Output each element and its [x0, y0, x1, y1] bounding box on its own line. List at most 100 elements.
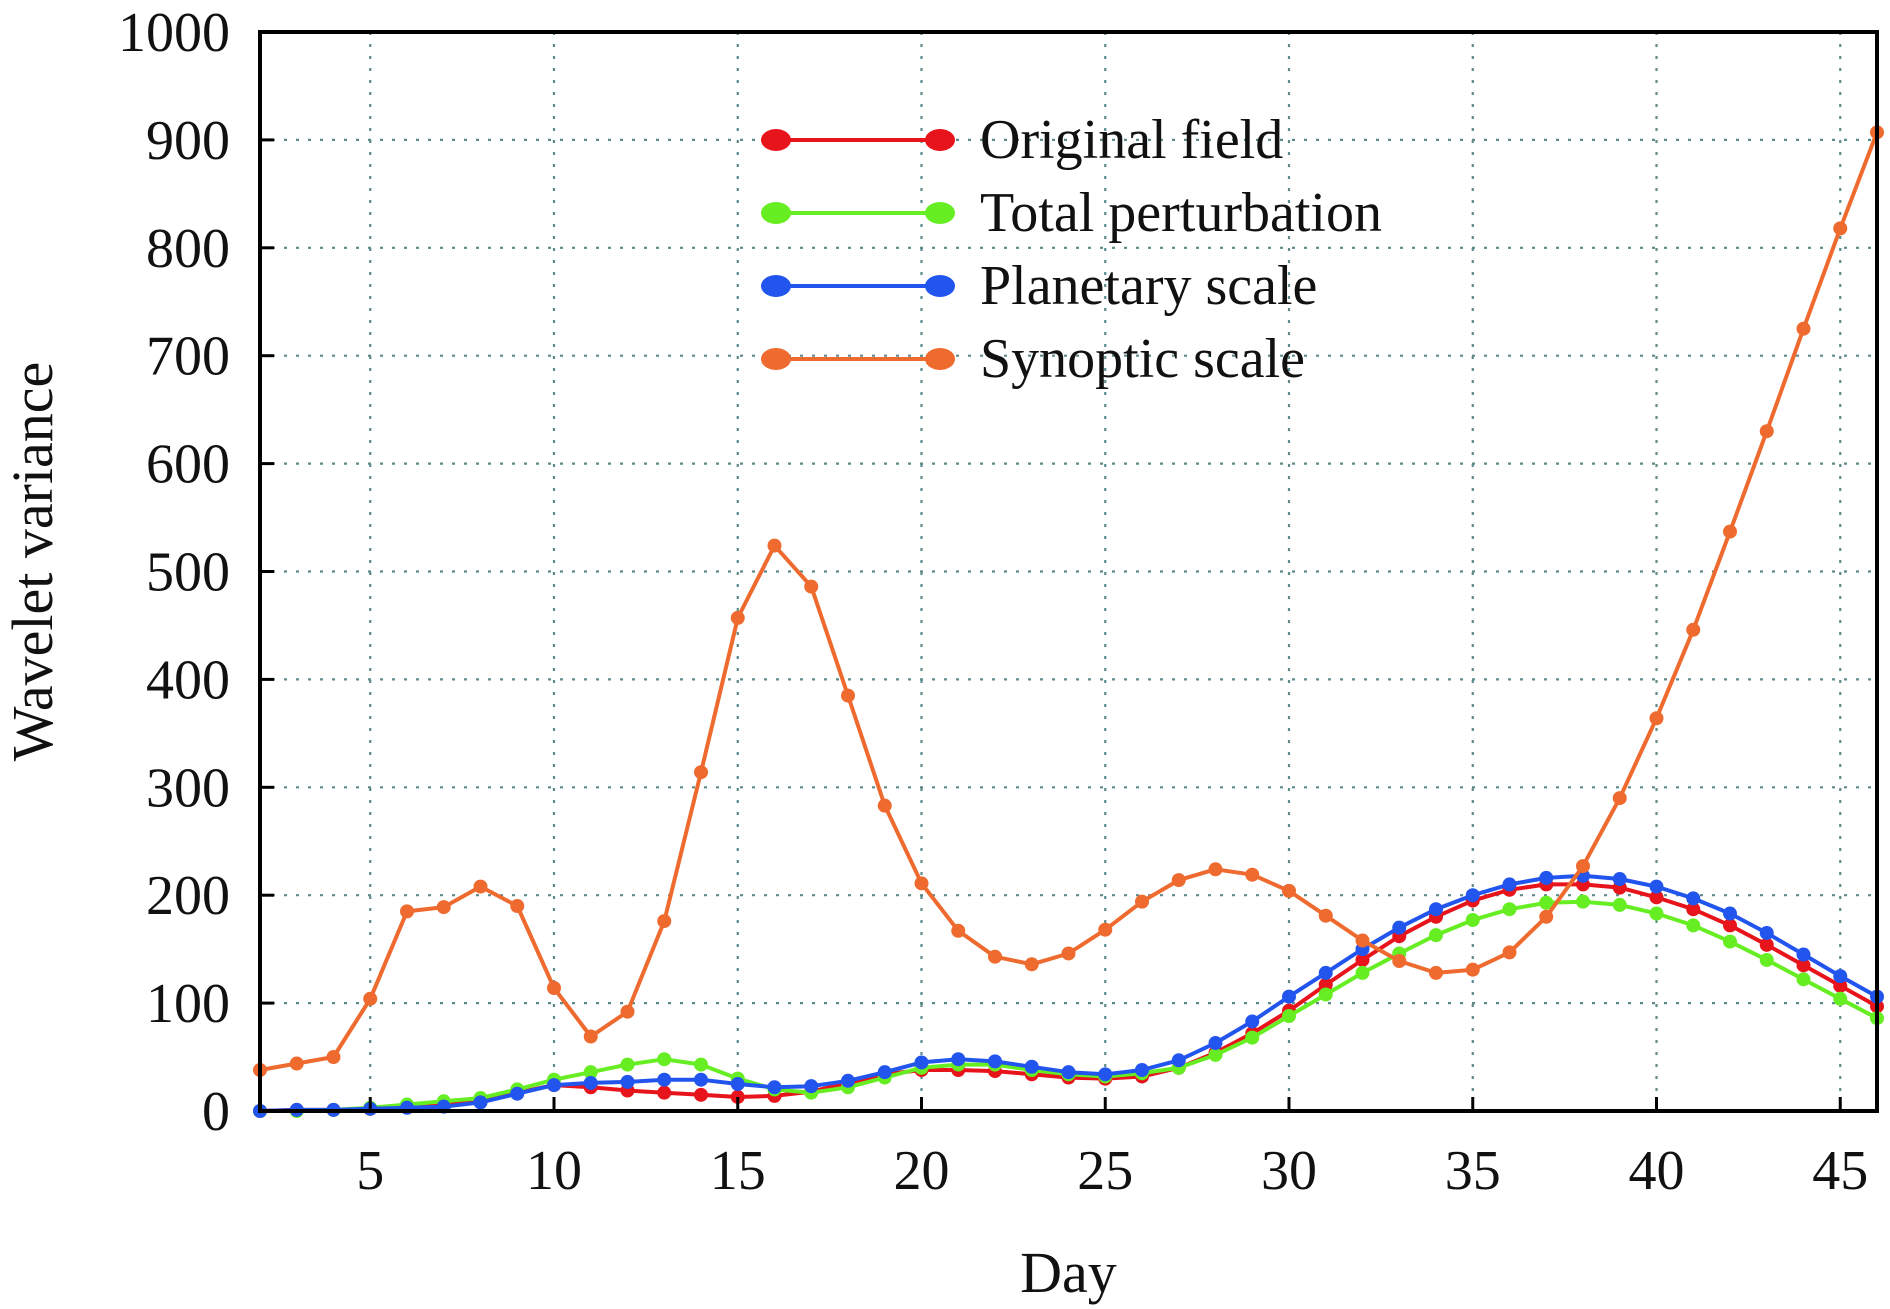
x-tick-label-2: 15 [710, 1140, 766, 1202]
data-point-3-30 [1355, 933, 1370, 948]
data-point-3-39 [1686, 622, 1701, 637]
legend-marker-left-1 [761, 202, 791, 224]
data-point-2-38 [1649, 879, 1664, 894]
data-point-1-34 [1502, 902, 1517, 917]
data-point-3-5 [436, 900, 451, 915]
data-point-3-24 [1135, 894, 1149, 909]
x-tick-label-7: 40 [1629, 1140, 1685, 1202]
legend-marker-right-1 [925, 202, 955, 224]
data-point-3-43 [1833, 221, 1848, 236]
legend-label-3: Synoptic scale [980, 328, 1305, 390]
data-point-3-10 [620, 1004, 635, 1019]
series-3 [253, 125, 1884, 1077]
data-point-2-14 [767, 1080, 782, 1095]
series-2 [253, 868, 1884, 1118]
data-point-3-34 [1502, 945, 1517, 960]
data-point-1-42 [1796, 972, 1811, 987]
x-tick-label-1: 10 [526, 1140, 582, 1202]
y-tick-label-0: 0 [202, 1081, 230, 1143]
series-0 [253, 877, 1884, 1118]
data-point-0-13 [730, 1089, 745, 1104]
data-point-2-19 [951, 1052, 966, 1067]
data-point-2-27 [1245, 1014, 1260, 1029]
data-point-1-10 [620, 1057, 635, 1072]
data-point-2-26 [1208, 1036, 1223, 1051]
legend-item-3: Synoptic scale [761, 328, 1305, 390]
legend-marker-left-2 [761, 275, 791, 297]
y-tick-label-5: 500 [146, 542, 230, 604]
data-point-0-38 [1649, 890, 1664, 905]
legend-marker-left-3 [761, 348, 791, 370]
y-tick-label-10: 1000 [118, 2, 230, 64]
data-point-2-34 [1502, 877, 1517, 892]
data-point-1-38 [1649, 906, 1664, 921]
data-point-3-33 [1465, 962, 1480, 977]
data-point-1-26 [1208, 1047, 1223, 1062]
x-tick-label-0: 5 [356, 1140, 384, 1202]
data-point-2-39 [1686, 891, 1701, 906]
legend-item-2: Planetary scale [761, 255, 1317, 317]
data-point-3-40 [1723, 524, 1737, 539]
data-point-0-39 [1686, 902, 1701, 917]
data-point-1-28 [1282, 1009, 1296, 1024]
data-point-3-36 [1576, 859, 1590, 874]
data-point-2-12 [694, 1072, 708, 1087]
legend: Original field Total perturbation Planetar… [761, 109, 1382, 390]
y-tick-label-9: 900 [146, 110, 230, 172]
data-point-1-39 [1686, 918, 1701, 933]
data-point-3-21 [1024, 957, 1039, 972]
data-point-3-32 [1429, 965, 1443, 980]
data-point-2-24 [1135, 1062, 1149, 1077]
y-tick-label-7: 700 [146, 326, 230, 388]
data-point-3-42 [1796, 321, 1811, 336]
data-point-3-29 [1318, 908, 1333, 923]
data-point-1-35 [1539, 895, 1554, 910]
series-group [253, 125, 1884, 1118]
data-point-2-15 [804, 1079, 819, 1094]
data-point-3-4 [400, 904, 414, 919]
data-point-3-15 [804, 579, 819, 594]
data-point-2-16 [841, 1073, 855, 1088]
data-point-2-25 [1171, 1053, 1186, 1068]
data-point-1-11 [657, 1052, 672, 1067]
legend-item-1: Total perturbation [761, 182, 1382, 244]
data-point-3-26 [1208, 862, 1223, 877]
data-point-3-3 [363, 991, 378, 1006]
data-point-1-41 [1759, 952, 1774, 967]
data-point-0-41 [1759, 937, 1774, 952]
data-point-3-20 [988, 949, 1002, 964]
data-point-3-11 [657, 914, 672, 929]
data-point-2-11 [657, 1072, 672, 1087]
data-point-2-22 [1061, 1065, 1076, 1080]
data-point-0-40 [1723, 918, 1737, 933]
data-point-3-9 [583, 1029, 598, 1044]
data-point-1-9 [583, 1065, 598, 1080]
legend-marker-right-2 [925, 275, 955, 297]
data-point-2-7 [510, 1086, 525, 1101]
data-point-2-31 [1392, 920, 1407, 935]
data-point-3-22 [1061, 946, 1076, 961]
legend-label-2: Planetary scale [980, 255, 1317, 317]
x-tick-label-6: 35 [1445, 1140, 1501, 1202]
data-point-0-29 [1318, 977, 1333, 992]
data-point-3-14 [767, 538, 782, 553]
legend-label-1: Total perturbation [980, 182, 1382, 244]
x-tick-label-5: 30 [1261, 1140, 1317, 1202]
data-point-1-30 [1355, 965, 1370, 980]
y-tick-label-2: 200 [146, 865, 230, 927]
data-point-3-8 [547, 980, 561, 995]
data-point-3-27 [1245, 867, 1260, 882]
data-point-1-29 [1318, 987, 1333, 1002]
y-tick-label-6: 600 [146, 434, 230, 496]
data-point-3-37 [1612, 791, 1627, 806]
legend-item-0: Original field [761, 109, 1283, 171]
legend-marker-left-0 [761, 129, 791, 151]
data-point-2-23 [1098, 1067, 1113, 1082]
data-point-2-17 [877, 1065, 892, 1080]
data-point-3-28 [1282, 883, 1296, 898]
data-point-0-42 [1796, 958, 1811, 973]
legend-marker-right-0 [925, 129, 955, 151]
data-point-2-20 [988, 1054, 1002, 1069]
data-point-2-9 [583, 1075, 598, 1090]
